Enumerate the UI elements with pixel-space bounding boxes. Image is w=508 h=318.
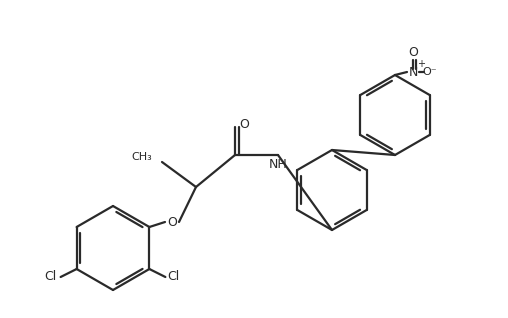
Text: Cl: Cl [45, 271, 57, 284]
Text: O: O [408, 46, 418, 59]
Text: CH₃: CH₃ [131, 152, 152, 162]
Text: O⁻: O⁻ [423, 67, 437, 77]
Text: +: + [417, 59, 425, 69]
Text: O: O [167, 216, 177, 229]
Text: Cl: Cl [167, 271, 179, 284]
Text: N: N [408, 66, 418, 79]
Text: O: O [239, 117, 249, 130]
Text: NH: NH [269, 158, 288, 171]
